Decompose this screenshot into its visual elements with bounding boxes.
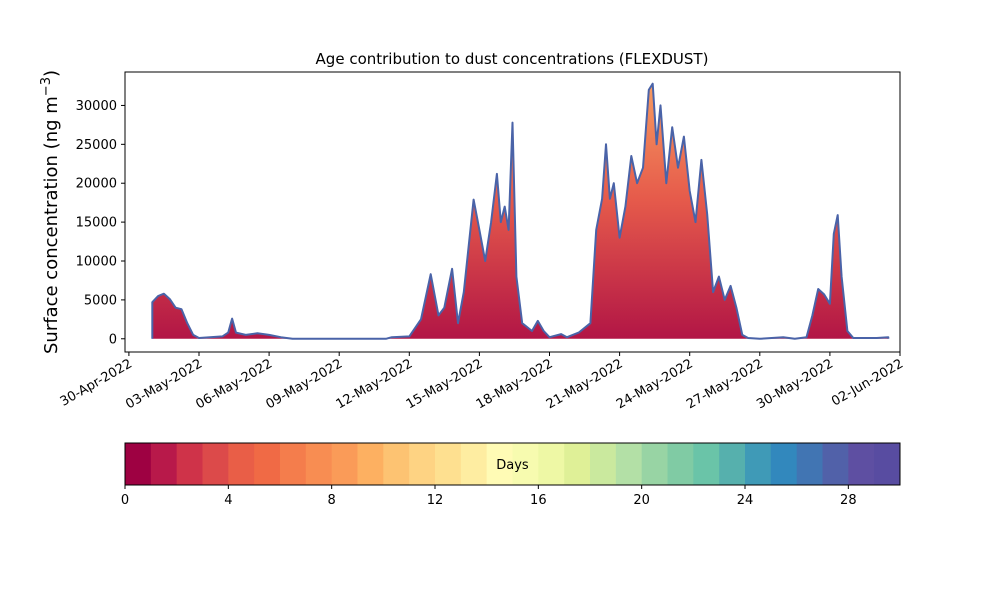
colorbar-tick-label: 20 bbox=[633, 493, 650, 508]
y-tick-label: 10000 bbox=[76, 255, 117, 270]
colorbar-swatch bbox=[357, 443, 384, 485]
plot-area: 0 5000 10000 15000 20000 25000 30000 30-Apr-202… bbox=[58, 71, 906, 412]
x-tick-label: 27-May-2022 bbox=[684, 356, 766, 412]
x-tick-label: 02-Jun-2022 bbox=[829, 356, 906, 409]
colorbar-swatch bbox=[770, 443, 798, 485]
colorbar-tick-label: 0 bbox=[121, 493, 129, 508]
colorbar-swatch bbox=[331, 443, 358, 485]
colorbar-label: Days bbox=[496, 458, 529, 473]
colorbar-swatch bbox=[228, 443, 255, 485]
plot-frame bbox=[124, 71, 901, 353]
colorbar-swatch bbox=[125, 443, 152, 485]
colorbar-swatch bbox=[641, 443, 668, 485]
colorbar-swatch bbox=[796, 443, 823, 485]
x-tick-label: 06-May-2022 bbox=[193, 356, 275, 412]
colorbar-swatch bbox=[512, 443, 539, 485]
colorbar-swatch bbox=[305, 443, 333, 485]
colorbar-swatch bbox=[538, 443, 565, 485]
colorbar-swatch bbox=[435, 443, 462, 485]
age-stacked-area bbox=[152, 83, 889, 339]
colorbar-tick-label: 24 bbox=[737, 493, 754, 508]
colorbar-swatch bbox=[667, 443, 694, 485]
colorbar: 0 4 8 12 16 20 24 28 Days bbox=[121, 442, 901, 508]
total-concentration-line bbox=[151, 82, 890, 340]
colorbar-frame bbox=[124, 442, 901, 486]
chart-title: Age contribution to dust concentrations … bbox=[316, 50, 709, 68]
x-tick-label: 03-May-2022 bbox=[123, 356, 205, 412]
x-tick-label: 18-May-2022 bbox=[474, 356, 556, 412]
colorbar-swatch bbox=[486, 443, 513, 485]
colorbar-swatch bbox=[848, 443, 875, 485]
colorbar-tick-label: 8 bbox=[328, 493, 336, 508]
colorbar-swatch bbox=[693, 443, 720, 485]
y-axis-label: Surface concentration (ng m−3) bbox=[39, 70, 62, 354]
x-tick-label: 12-May-2022 bbox=[334, 356, 416, 412]
colorbar-swatch bbox=[460, 443, 488, 485]
colorbar-swatch bbox=[564, 443, 591, 485]
colorbar-swatch bbox=[615, 443, 643, 485]
x-tick-label: 30-May-2022 bbox=[754, 356, 836, 412]
y-tick-label: 0 bbox=[109, 332, 117, 347]
x-tick-label: 15-May-2022 bbox=[404, 356, 486, 412]
x-tick-label: 30-Apr-2022 bbox=[58, 356, 135, 409]
colorbar-tick-label: 28 bbox=[840, 493, 857, 508]
colorbar-swatch bbox=[822, 443, 849, 485]
colorbar-swatch bbox=[150, 443, 178, 485]
y-tick-label: 20000 bbox=[76, 177, 117, 192]
y-tick-label: 30000 bbox=[76, 99, 117, 114]
colorbar-swatch bbox=[745, 443, 772, 485]
colorbar-swatch bbox=[409, 443, 436, 485]
colorbar-swatch bbox=[202, 443, 229, 485]
colorbar-tick-label: 4 bbox=[224, 493, 232, 508]
colorbar-swatch bbox=[254, 443, 281, 485]
y-tick-label: 5000 bbox=[84, 293, 117, 308]
colorbar-tick-label: 12 bbox=[427, 493, 444, 508]
colorbar-swatch bbox=[280, 443, 307, 485]
colorbar-tick-label: 16 bbox=[530, 493, 547, 508]
y-tick-label: 15000 bbox=[76, 216, 117, 231]
x-tick-label: 24-May-2022 bbox=[614, 356, 696, 412]
x-tick-label: 09-May-2022 bbox=[264, 356, 346, 412]
colorbar-swatch bbox=[590, 443, 617, 485]
y-tick-label: 25000 bbox=[76, 138, 117, 153]
x-tick-label: 21-May-2022 bbox=[544, 356, 626, 412]
colorbar-swatch bbox=[874, 443, 901, 485]
colorbar-swatch bbox=[719, 443, 746, 485]
colorbar-swatch bbox=[176, 443, 203, 485]
colorbar-swatch bbox=[383, 443, 410, 485]
